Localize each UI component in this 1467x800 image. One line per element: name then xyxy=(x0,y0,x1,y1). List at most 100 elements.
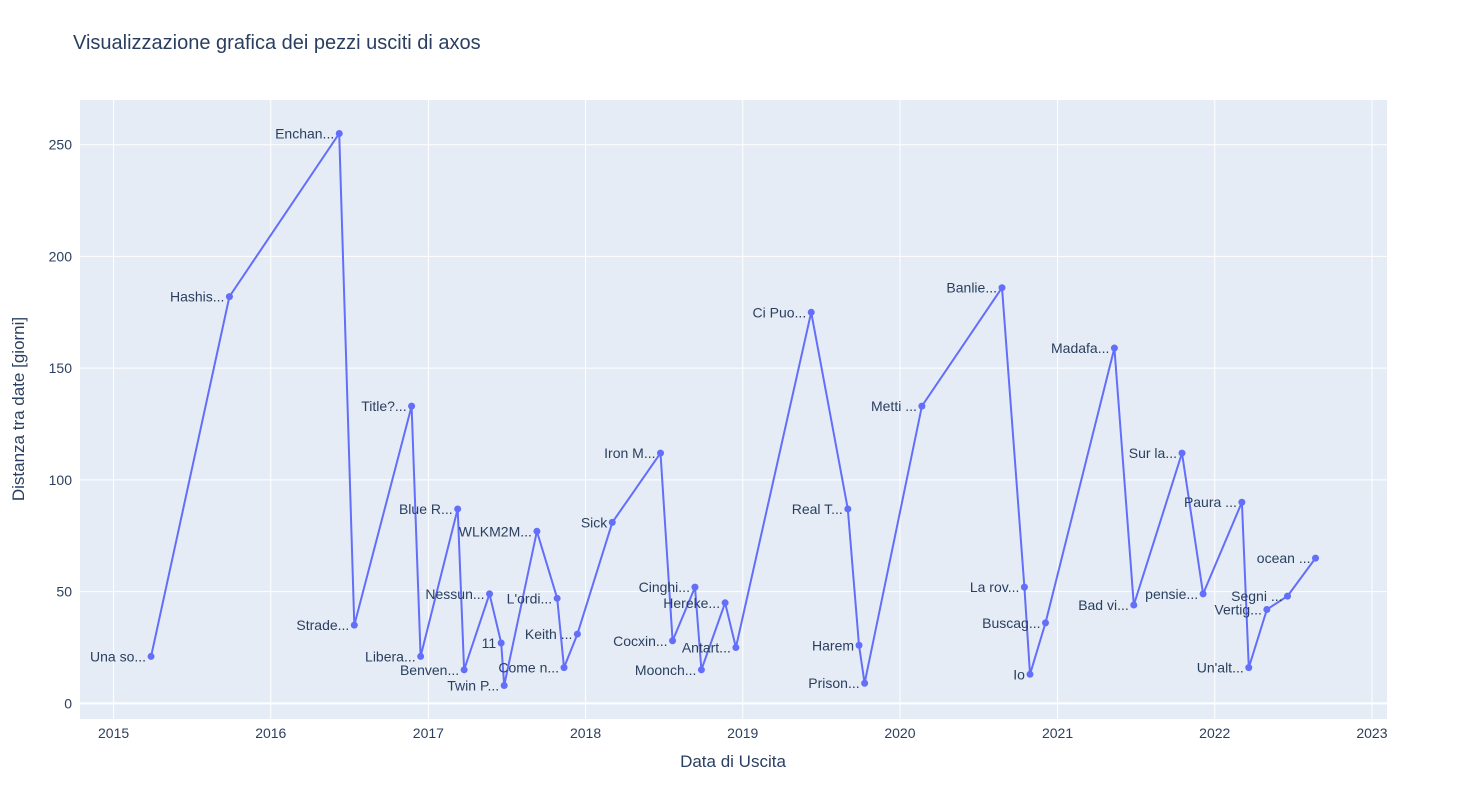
data-label: Title?... xyxy=(361,398,406,414)
point-labels: Una so... Hashis... Enchan... Strade... Titl… xyxy=(90,126,1310,694)
y-tick-label: 200 xyxy=(49,248,73,264)
data-point xyxy=(553,594,561,602)
y-tick-label: 250 xyxy=(49,137,73,153)
data-point xyxy=(1312,554,1320,562)
x-tick-label: 2016 xyxy=(255,725,286,741)
data-point xyxy=(608,518,616,526)
data-point xyxy=(855,641,863,649)
plot-area xyxy=(80,100,1387,719)
data-label: Paura ... xyxy=(1184,494,1237,510)
data-label: Keith ... xyxy=(525,626,572,642)
data-label: Un'alt... xyxy=(1197,660,1244,676)
data-label: Sick xyxy=(581,514,608,530)
data-label: Nessun... xyxy=(425,586,484,602)
x-tick-label: 2020 xyxy=(884,725,915,741)
data-label: Enchan... xyxy=(275,126,334,142)
data-point xyxy=(460,666,468,674)
data-point xyxy=(998,284,1006,292)
data-point xyxy=(1026,670,1034,678)
data-point xyxy=(335,130,343,138)
y-axis-title: Distanza tra date [giorni] xyxy=(9,317,28,501)
data-point xyxy=(573,630,581,638)
data-label: Ci Puo... xyxy=(753,304,807,320)
data-label: L'ordi... xyxy=(507,590,552,606)
data-label: Benven... xyxy=(400,662,459,678)
data-label: Strade... xyxy=(296,617,349,633)
x-tick-label: 2017 xyxy=(413,725,444,741)
data-label: Cinghi... xyxy=(639,579,690,595)
chart-title: Visualizzazione grafica dei pezzi usciti… xyxy=(73,32,481,54)
data-point xyxy=(721,599,729,607)
data-point xyxy=(1042,619,1050,627)
data-label: Moonch... xyxy=(635,662,696,678)
data-point xyxy=(1284,592,1292,600)
data-point xyxy=(844,505,852,513)
data-point xyxy=(454,505,462,513)
data-label: 11 xyxy=(482,635,497,651)
data-label: Harem xyxy=(812,637,854,653)
data-label: WLKM2M... xyxy=(459,523,532,539)
data-label: Banlie... xyxy=(946,280,997,296)
data-point xyxy=(1245,664,1253,672)
data-label: Vertig... xyxy=(1214,602,1261,618)
data-label: Buscag... xyxy=(982,615,1040,631)
y-tick-label: 100 xyxy=(49,472,73,488)
data-point xyxy=(417,652,425,660)
data-point xyxy=(500,681,508,689)
series-line xyxy=(150,130,1317,686)
data-label: Segni ... xyxy=(1231,588,1282,604)
data-point xyxy=(691,583,699,591)
data-point xyxy=(1110,344,1118,352)
data-point xyxy=(1238,498,1246,506)
y-axis-ticks: 0 50 100 150 200 250 xyxy=(49,137,73,712)
data-point xyxy=(225,293,233,301)
data-label: Metti ... xyxy=(871,398,917,414)
data-label: Cocxin... xyxy=(613,633,667,649)
x-tick-label: 2023 xyxy=(1356,725,1387,741)
data-label: Iron M... xyxy=(604,445,655,461)
data-point xyxy=(1020,583,1028,591)
data-label: Io xyxy=(1013,666,1025,682)
x-tick-label: 2022 xyxy=(1199,725,1230,741)
data-point xyxy=(350,621,358,629)
data-label: Sur la... xyxy=(1129,445,1177,461)
data-point xyxy=(732,643,740,651)
data-label: Real T... xyxy=(792,501,843,517)
data-point xyxy=(497,639,505,647)
data-point xyxy=(669,637,677,645)
data-label: Come n... xyxy=(498,660,559,676)
data-point xyxy=(486,590,494,598)
data-point xyxy=(697,666,705,674)
data-label: Antart... xyxy=(682,639,731,655)
x-tick-label: 2018 xyxy=(570,725,601,741)
data-point xyxy=(1178,449,1186,457)
data-label: pensie... xyxy=(1145,586,1198,602)
data-label: Una so... xyxy=(90,648,146,664)
data-point xyxy=(657,449,665,457)
x-tick-label: 2019 xyxy=(727,725,758,741)
data-label: Bad vi... xyxy=(1078,597,1129,613)
y-tick-label: 150 xyxy=(49,360,73,376)
data-point xyxy=(560,664,568,672)
data-point xyxy=(147,652,155,660)
x-axis-ticks: 2015 2016 2017 2018 2019 2020 2021 2022 2023 xyxy=(98,725,1388,741)
data-label: Hashis... xyxy=(170,289,224,305)
data-point xyxy=(408,402,416,410)
data-label: Prison... xyxy=(808,675,859,691)
data-label: Libera... xyxy=(365,648,416,664)
data-label: Madafa... xyxy=(1051,340,1109,356)
x-tick-label: 2021 xyxy=(1042,725,1073,741)
data-label: Blue R... xyxy=(399,501,453,517)
data-label: ocean ... xyxy=(1257,550,1311,566)
data-point xyxy=(918,402,926,410)
data-point xyxy=(1199,590,1207,598)
data-point xyxy=(1263,606,1271,614)
x-tick-label: 2015 xyxy=(98,725,129,741)
x-axis-title: Data di Uscita xyxy=(680,752,786,771)
data-point xyxy=(533,527,541,535)
data-point xyxy=(1130,601,1138,609)
data-label: Hereke... xyxy=(663,595,720,611)
data-label: La rov... xyxy=(970,579,1020,595)
y-tick-label: 0 xyxy=(64,695,72,711)
